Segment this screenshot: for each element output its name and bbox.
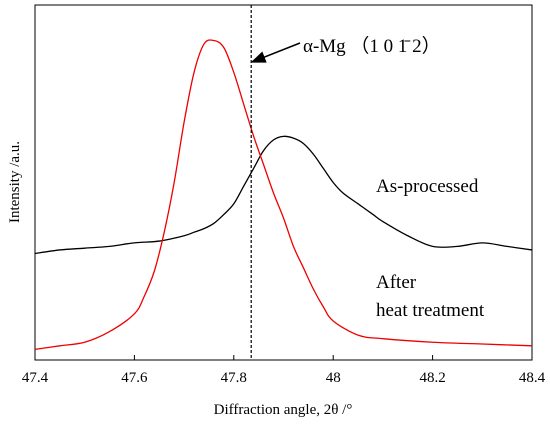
x-ticks: 47.4 47.6 47.8 48 48.2 48.4 bbox=[22, 355, 546, 386]
annotation-peak-reference: α-Mg （1 0 1̄ 2） bbox=[303, 35, 441, 57]
annotation-after: After bbox=[376, 272, 417, 293]
x-tick-label-4: 48.2 bbox=[419, 370, 445, 386]
x-tick-label-2: 47.8 bbox=[221, 370, 247, 386]
series-lines bbox=[34, 39, 533, 350]
x-axis-label: Diffraction angle, 2θ /° bbox=[214, 402, 353, 418]
y-axis-label: Intensity /a.u. bbox=[7, 141, 23, 223]
annotation-as-processed: As-processed bbox=[376, 176, 479, 197]
x-tick-label-3: 48 bbox=[326, 370, 341, 386]
annotation-heat-treatment: heat treatment bbox=[376, 300, 485, 321]
series-line-0 bbox=[34, 135, 533, 255]
series-line-1 bbox=[34, 39, 533, 350]
plot-frame bbox=[34, 4, 533, 361]
annotation-arrow bbox=[250, 42, 301, 63]
x-tick-label-5: 48.4 bbox=[519, 370, 546, 386]
x-tick-label-1: 47.6 bbox=[121, 370, 148, 386]
x-tick-label-0: 47.4 bbox=[22, 370, 49, 386]
